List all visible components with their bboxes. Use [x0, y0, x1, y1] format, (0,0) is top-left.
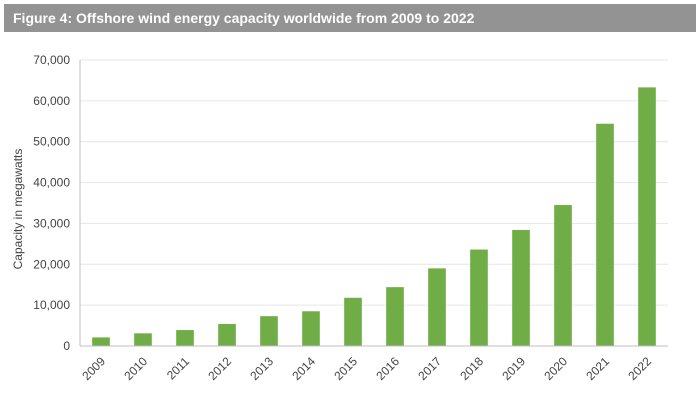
chart-title: Figure 4: Offshore wind energy capacity … — [4, 4, 696, 32]
y-tick-label: 20,000 — [33, 257, 70, 271]
bars — [92, 87, 656, 347]
x-tick-label: 2014 — [289, 354, 318, 383]
x-tick-label: 2011 — [164, 354, 192, 382]
bar-2020 — [554, 205, 572, 346]
bar-2016 — [386, 287, 404, 346]
x-tick-label: 2015 — [331, 354, 360, 383]
bar-2018 — [470, 249, 488, 346]
y-axis-ticks: 0 10,000 20,000 30,000 40,000 50,000 60,000 70,… — [33, 53, 70, 353]
x-tick-label: 2012 — [205, 354, 234, 383]
y-tick-label: 60,000 — [33, 94, 70, 108]
x-tick-label: 2019 — [499, 354, 528, 383]
bar-2010 — [134, 333, 152, 346]
bar-2015 — [344, 297, 362, 346]
bar-2022 — [638, 87, 656, 347]
bar-2012 — [218, 323, 236, 346]
x-tick-label: 2009 — [79, 354, 108, 383]
x-tick-label: 2018 — [457, 354, 486, 383]
bar-2014 — [302, 311, 320, 346]
bar-2013 — [260, 316, 278, 346]
y-tick-label: 50,000 — [33, 135, 70, 149]
y-tick-label: 70,000 — [33, 53, 70, 67]
bar-2019 — [512, 229, 530, 346]
x-tick-label: 2020 — [541, 354, 570, 383]
bar-2017 — [428, 268, 446, 346]
y-tick-label: 0 — [63, 339, 70, 353]
x-axis-ticks: 2009 2010 2011 2012 2013 2014 2015 2016 2017 2018… — [79, 354, 654, 383]
bar-2021 — [596, 123, 614, 346]
y-tick-label: 30,000 — [33, 216, 70, 230]
bar-2009 — [92, 337, 110, 346]
bar-2011 — [176, 330, 194, 346]
y-axis-label: Capacity in megawatts — [11, 149, 25, 270]
x-tick-label: 2016 — [373, 354, 402, 383]
x-tick-label: 2010 — [121, 354, 150, 383]
y-tick-label: 40,000 — [33, 176, 70, 190]
gridlines — [80, 59, 668, 306]
x-tick-label: 2017 — [415, 354, 444, 383]
x-tick-label: 2013 — [247, 354, 276, 383]
y-tick-label: 10,000 — [33, 298, 70, 312]
x-tick-label: 2022 — [625, 354, 654, 383]
x-tick-label: 2021 — [583, 354, 612, 383]
